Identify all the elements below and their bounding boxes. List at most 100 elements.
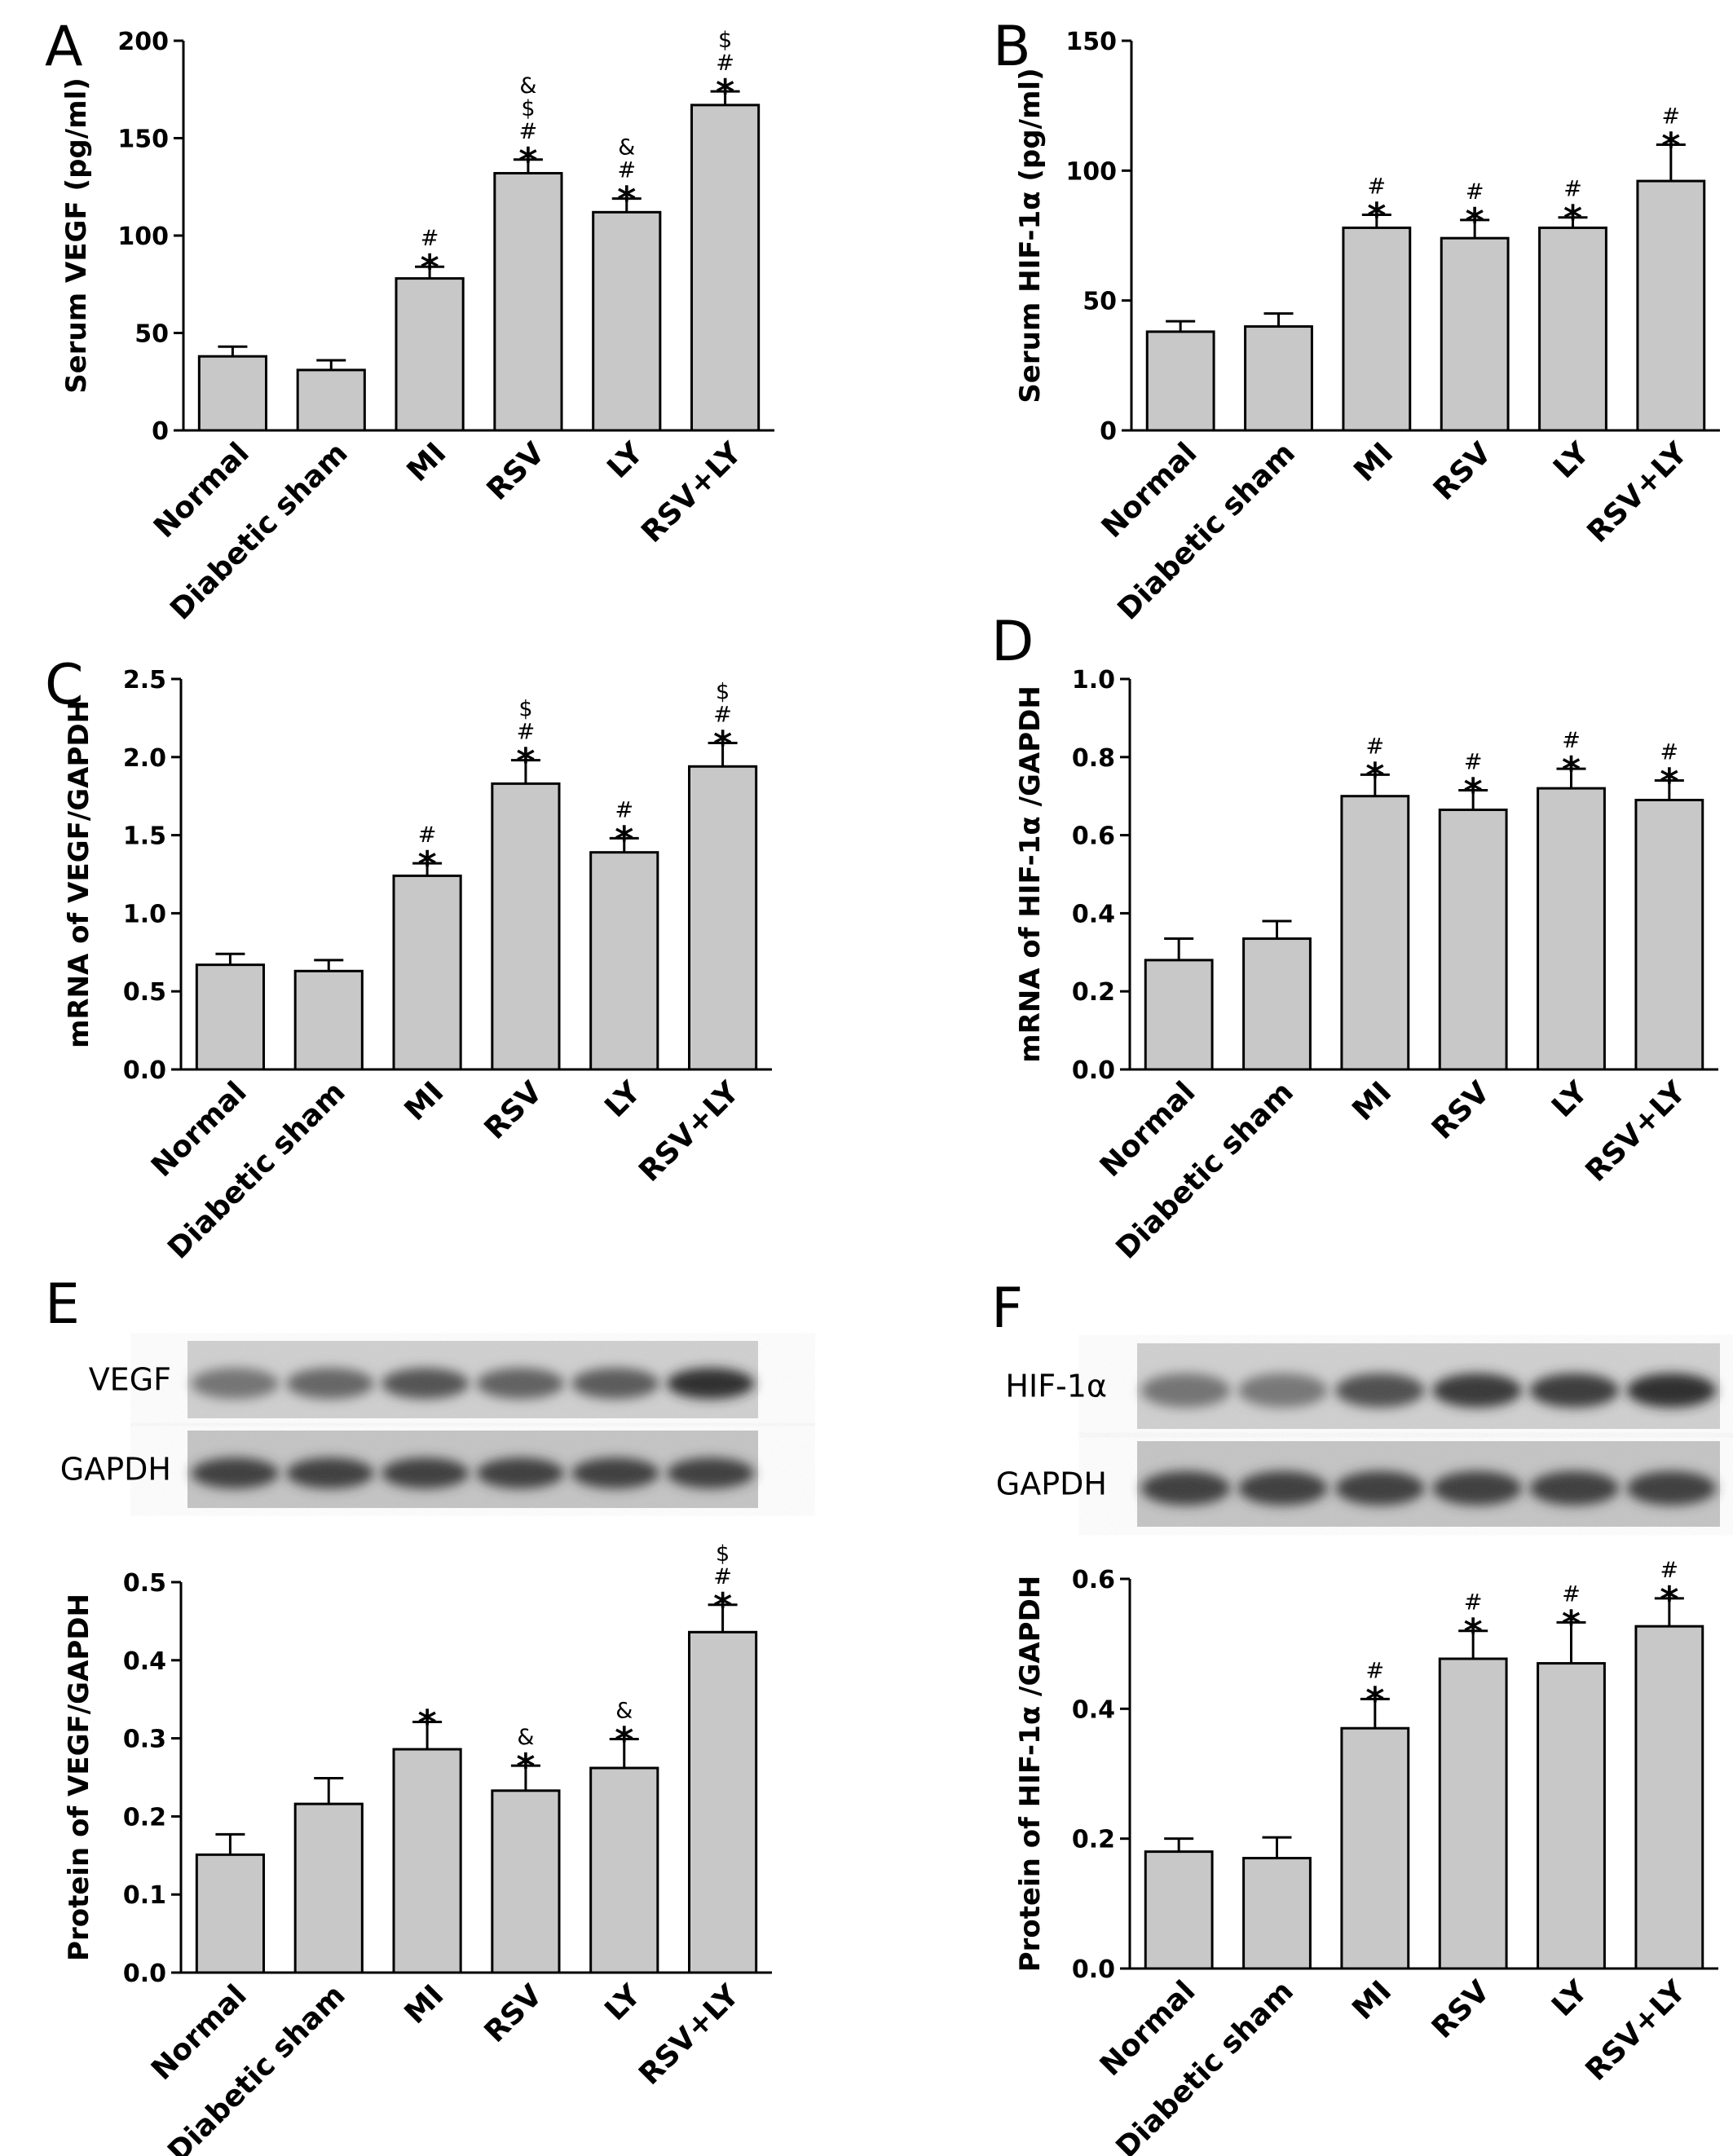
significance-mark: # <box>1366 734 1385 759</box>
bar <box>491 1789 561 1974</box>
x-tick-label: Diabetic sham <box>1112 436 1302 626</box>
x-tick-label: MI <box>1347 436 1400 488</box>
significance-mark: * <box>1660 1579 1678 1620</box>
x-tick-label: LY <box>598 1978 647 2027</box>
y-tick-label: 0.5 <box>123 1569 166 1598</box>
y-tick-label: 0.6 <box>1072 1566 1115 1594</box>
y-axis-label: mRNA of HIF-1α /GAPDH <box>1014 686 1047 1063</box>
bar <box>1144 959 1214 1071</box>
y-tick-label: 1.0 <box>123 900 166 928</box>
y-axis-label: Serum VEGF (pg/ml) <box>60 77 93 394</box>
blot-gapdh: GAPDH <box>60 1431 758 1508</box>
panel-label: C <box>45 653 83 717</box>
blot-texture <box>1137 1441 1720 1527</box>
y-tick-label: 200 <box>117 28 169 56</box>
significance-mark: # <box>1563 177 1582 202</box>
significance-mark: * <box>516 1746 535 1788</box>
significance-mark: * <box>1660 761 1678 803</box>
bar <box>589 1766 659 1974</box>
x-tick-label: MI <box>1346 1075 1398 1127</box>
y-tick-label: 0.4 <box>1072 900 1115 928</box>
bar <box>1440 236 1510 432</box>
x-tick-label: Diabetic sham <box>1110 1974 1300 2156</box>
bar <box>293 1802 364 1974</box>
significance-mark: * <box>421 247 439 289</box>
y-tick-label: 0.2 <box>1072 978 1115 1007</box>
bar <box>1634 798 1704 1071</box>
bar <box>1537 787 1606 1071</box>
significance-mark: * <box>615 818 633 860</box>
blot-label: GAPDH <box>996 1466 1107 1502</box>
y-tick-label: 1.5 <box>123 822 166 851</box>
x-tick-label: RSV <box>478 1978 549 2049</box>
x-tick-label: RSV <box>478 1075 549 1146</box>
panel-label: E <box>45 1272 80 1337</box>
y-axis-label: Protein of HIF-1α /GAPDH <box>1014 1576 1047 1973</box>
y-tick-label: 0.4 <box>123 1647 166 1676</box>
bar <box>1538 226 1607 432</box>
y-tick-label: 0.3 <box>123 1726 166 1754</box>
bar <box>293 969 364 1071</box>
significance-mark: # <box>421 226 439 251</box>
significance-mark: # <box>1368 174 1387 200</box>
significance-mark: * <box>418 844 437 885</box>
y-tick-label: 0.0 <box>123 1056 166 1085</box>
x-tick-label: RSV+LY <box>633 1978 746 2092</box>
x-tick-label: RSV+LY <box>1581 436 1695 549</box>
bar <box>592 210 662 432</box>
x-tick-label: LY <box>1546 1075 1594 1124</box>
bar <box>1340 795 1410 1071</box>
blot-texture <box>187 1341 758 1418</box>
y-axis-label: Protein of VEGF/GAPDH <box>63 1594 95 1961</box>
significance-mark: * <box>516 741 535 783</box>
x-tick-label: MI <box>399 1978 451 2030</box>
bar <box>1537 1662 1606 1970</box>
significance-mark: * <box>1661 125 1680 166</box>
panel-label: F <box>991 1276 1023 1341</box>
significance-mark: * <box>1562 749 1581 791</box>
significance-mark: * <box>1464 771 1483 813</box>
panel-D: D 0.0 0.2 0.4 0.6 0.8 1.0 mRNA of HIF-1α /GAPDH… <box>991 610 1718 1266</box>
significance-mark: & <box>517 1725 534 1750</box>
significance-mark: # <box>615 797 633 822</box>
y-tick-label: 50 <box>1083 288 1117 316</box>
bar <box>1242 937 1312 1071</box>
y-tick-label: 0.6 <box>1072 822 1115 851</box>
significance-mark: $ <box>716 1541 730 1567</box>
x-tick-label: RSV <box>1427 436 1498 507</box>
significance-mark: $ <box>716 680 730 705</box>
x-tick-label: Diabetic sham <box>161 1075 351 1265</box>
bar <box>392 1748 462 1974</box>
y-tick-label: 0 <box>152 417 169 446</box>
x-tick-label: RSV+LY <box>1580 1974 1693 2088</box>
significance-mark: # <box>716 51 734 76</box>
significance-mark: # <box>418 822 437 848</box>
significance-mark: $ <box>718 28 732 53</box>
bar <box>1145 330 1215 432</box>
significance-mark: * <box>615 1720 633 1761</box>
significance-mark: * <box>518 140 537 182</box>
panel-E: E 0.0 0.1 0.2 0.3 0.4 0.5 Protein of VEGF/GAPDH… <box>45 1272 772 2156</box>
y-axis-label: mRNA of VEGF/GAPDH <box>63 700 95 1048</box>
significance-mark: & <box>519 73 536 99</box>
bar <box>688 1630 758 1974</box>
x-tick-label: MI <box>401 436 453 488</box>
x-tick-label: RSV <box>1426 1974 1497 2045</box>
x-tick-label: RSV+LY <box>1580 1075 1693 1188</box>
significance-mark: # <box>519 119 538 144</box>
bar <box>589 851 659 1071</box>
significance-mark: $ <box>521 96 535 121</box>
y-axis-label: Serum HIF-1α (pg/ml) <box>1014 68 1047 403</box>
y-tick-label: 1.0 <box>1072 666 1115 694</box>
x-tick-label: LY <box>1547 436 1596 485</box>
bar <box>195 1853 265 1974</box>
significance-mark: # <box>1466 179 1484 205</box>
significance-mark: * <box>713 724 732 765</box>
significance-mark: * <box>1562 1603 1581 1644</box>
x-tick-label: RSV+LY <box>635 436 748 549</box>
significance-mark: * <box>617 179 636 221</box>
